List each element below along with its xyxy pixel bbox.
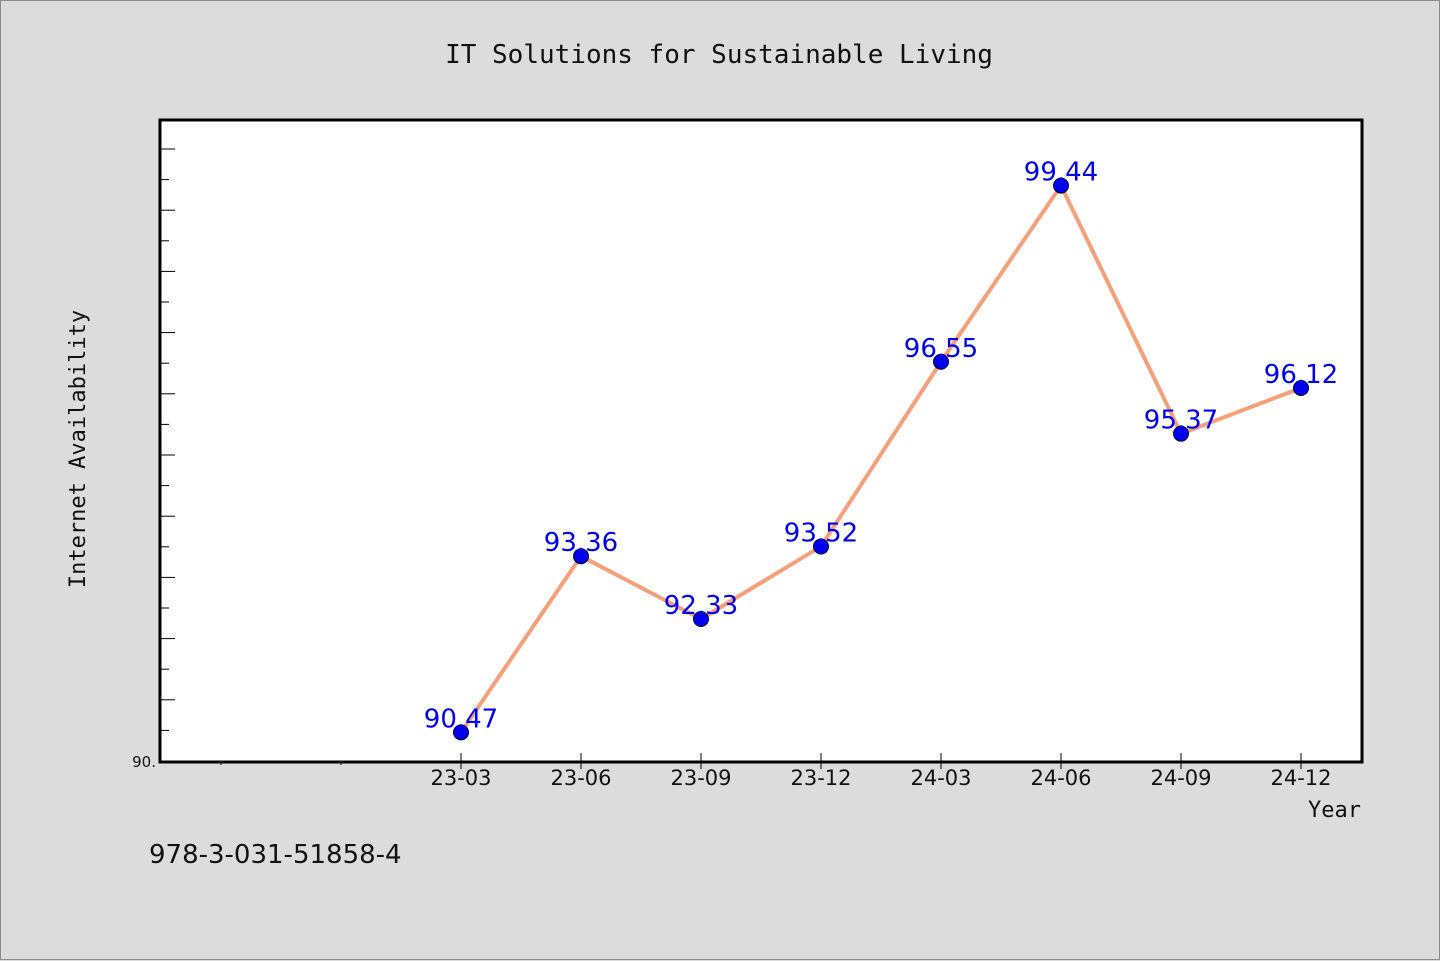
chart-title: IT Solutions for Sustainable Living <box>445 40 993 70</box>
series-layer <box>453 177 1309 741</box>
data-point <box>1053 177 1069 194</box>
x-tick-label: 24-03 <box>910 766 971 790</box>
data-label: 93.36 <box>544 528 618 558</box>
data-label: 95.37 <box>1144 406 1218 436</box>
y-axis-title: Internet Availability <box>66 310 91 588</box>
data-point <box>693 610 709 627</box>
data-point <box>933 353 949 370</box>
data-point <box>573 548 589 565</box>
data-label: 93.52 <box>784 518 858 548</box>
x-tick-label: 23-09 <box>670 766 731 790</box>
x-tick-label: 23-03 <box>430 766 491 790</box>
x-axis-ticks: 23-03 23-06 23-09 23-12 24-03 24-06 24-09 24-12 <box>220 753 1332 790</box>
data-labels-layer: 90.47 93.36 92.33 93.52 96.55 99.44 95.37 96.12 <box>424 158 1338 735</box>
x-tick-label: 23-12 <box>790 766 851 790</box>
data-label: 96.55 <box>904 334 978 364</box>
x-tick-label: 24-09 <box>1150 766 1211 790</box>
isbn-text: 978-3-031-51858-4 <box>149 840 402 870</box>
y-tick-label: 90. <box>132 753 156 771</box>
x-tick-label: 23-06 <box>550 766 611 790</box>
data-label: 92.33 <box>664 591 738 621</box>
data-point <box>1173 425 1189 442</box>
x-tick-label: 24-12 <box>1270 766 1331 790</box>
series-line <box>459 183 1302 734</box>
data-point <box>813 538 829 555</box>
data-point <box>453 724 469 741</box>
y-axis-ticks <box>161 148 175 731</box>
plot-area <box>158 118 1364 764</box>
x-axis-title: Year <box>1308 798 1361 823</box>
data-label: 96.12 <box>1264 360 1338 390</box>
data-label: 90.47 <box>424 704 498 734</box>
x-tick-label: 24-06 <box>1030 766 1091 790</box>
data-point <box>1293 379 1309 396</box>
data-label: 99.44 <box>1024 158 1098 188</box>
